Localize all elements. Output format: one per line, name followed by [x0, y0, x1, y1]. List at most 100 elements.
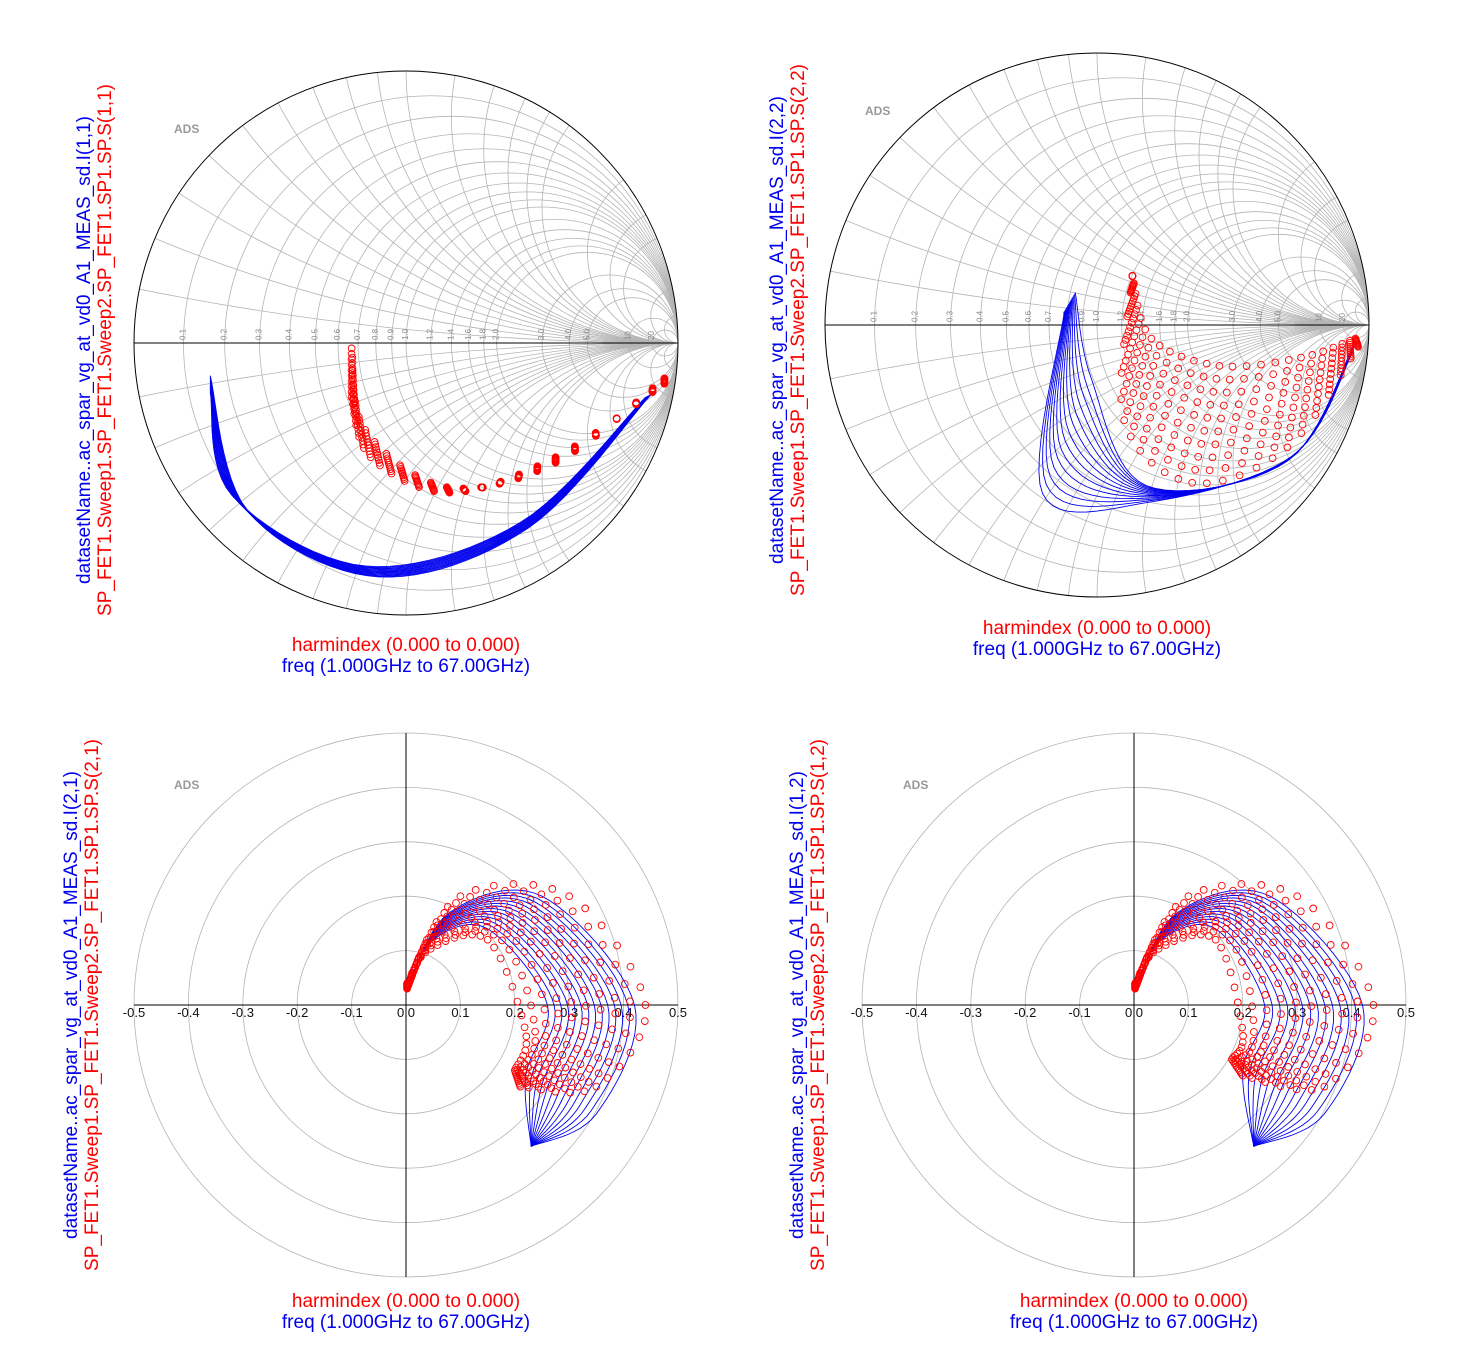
- series-marker: [1162, 926, 1171, 934]
- series-marker: [1290, 983, 1298, 991]
- series-marker: [1180, 899, 1188, 907]
- reactance-circle: [1217, 53, 1369, 326]
- y-axis-label-blue: datasetName..ac_spar_vg_at_vd0_A1_MEAS_s…: [61, 771, 82, 1239]
- series-marker: [591, 429, 600, 437]
- series-marker: [425, 939, 434, 948]
- series-marker: [452, 899, 460, 907]
- series-marker: [1129, 389, 1138, 397]
- series-marker: [558, 1051, 567, 1059]
- series-marker: [576, 1073, 585, 1081]
- x-axis-label-blue: freq (1.000GHz to 67.00GHz): [282, 1312, 530, 1333]
- series-marker: [1369, 1001, 1378, 1009]
- series-marker: [1182, 916, 1191, 925]
- series-marker: [1314, 389, 1322, 398]
- series-marker: [1292, 998, 1300, 1007]
- series-marker: [434, 926, 443, 934]
- series-marker: [596, 1005, 605, 1014]
- series-marker: [1277, 399, 1286, 408]
- series-marker: [437, 915, 445, 923]
- series-marker: [1298, 939, 1306, 948]
- series-marker: [433, 941, 442, 949]
- series-marker: [1315, 1037, 1324, 1045]
- series-marker: [1317, 973, 1325, 982]
- x-tick-label: -0.3: [232, 1005, 254, 1020]
- reactance-circle: [507, 342, 678, 615]
- series-marker: [1162, 358, 1171, 367]
- series-marker: [1190, 356, 1198, 365]
- series-marker: [1183, 436, 1192, 445]
- series-marker: [1302, 1032, 1310, 1041]
- series-marker: [1138, 333, 1147, 342]
- series-marker: [506, 921, 514, 930]
- series-marker: [626, 997, 634, 1006]
- series-marker: [1228, 899, 1237, 908]
- series-marker: [595, 990, 604, 998]
- series-marker: [541, 1019, 550, 1028]
- series-marker: [1248, 1002, 1257, 1011]
- series-marker: [1299, 411, 1308, 420]
- series-marker: [1327, 359, 1336, 368]
- series-marker: [347, 355, 356, 364]
- reactance-circle: [507, 71, 678, 344]
- series-marker: [537, 1085, 545, 1094]
- y-axis-label-red: SP_FET1.Sweep1.SP_FET1.Sweep2.SP_FET1.SP…: [82, 739, 103, 1271]
- series-marker: [1275, 1024, 1284, 1033]
- series-marker: [496, 954, 505, 963]
- series-marker: [1245, 422, 1254, 430]
- series-marker: [426, 933, 435, 942]
- resistance-tick-label: 1.2: [1117, 310, 1126, 322]
- series-marker: [541, 1032, 550, 1040]
- series-marker: [1136, 341, 1144, 349]
- series-marker: [1147, 458, 1156, 467]
- series-marker: [585, 1064, 594, 1073]
- series-marker: [513, 1065, 522, 1074]
- series-marker: [1308, 351, 1317, 359]
- series-marker: [1183, 381, 1192, 390]
- series-marker: [1235, 471, 1244, 480]
- resistance-tick-label: 0.9: [387, 328, 396, 340]
- y-axis-label-red: SP_FET1.Sweep1.SP_FET1.Sweep2.SP_FET1.SP…: [808, 739, 829, 1271]
- series-marker: [516, 928, 525, 937]
- series-marker: [531, 1027, 539, 1036]
- series-marker: [1256, 440, 1265, 449]
- series-marker: [455, 906, 463, 915]
- reactance-circle: [1141, 324, 1369, 597]
- series-marker: [1349, 1029, 1357, 1038]
- curves-s21: [403, 880, 650, 1147]
- series-marker: [1272, 432, 1281, 441]
- series-marker: [422, 938, 431, 947]
- series-marker: [1121, 336, 1130, 344]
- reactance-circle: [134, 342, 678, 615]
- series-marker: [570, 923, 579, 932]
- series-marker: [1307, 359, 1315, 368]
- series-marker: [1164, 399, 1173, 408]
- series-marker: [504, 906, 513, 915]
- reactance-circle: [980, 53, 1369, 326]
- series-marker: [484, 900, 492, 909]
- series-marker: [1158, 927, 1166, 936]
- series-marker: [535, 950, 544, 958]
- series-marker: [1254, 937, 1263, 946]
- series-marker: [641, 1001, 650, 1009]
- series-marker: [1318, 354, 1327, 363]
- series-marker: [543, 964, 551, 972]
- series-marker: [1126, 323, 1134, 331]
- series-marker: [1235, 1046, 1244, 1055]
- series-marker: [1232, 945, 1241, 954]
- series-marker: [602, 1040, 611, 1049]
- series-marker: [518, 971, 526, 980]
- series-marker: [1291, 393, 1299, 402]
- series-marker: [403, 984, 411, 993]
- series-marker: [1249, 1016, 1258, 1025]
- series-marker: [1286, 1081, 1295, 1089]
- series-marker: [581, 904, 590, 913]
- series-marker: [1226, 438, 1235, 447]
- series-marker: [1123, 407, 1132, 415]
- series-marker: [545, 1054, 554, 1062]
- series-marker: [1283, 443, 1292, 452]
- series-marker: [489, 881, 498, 890]
- series-marker: [1240, 446, 1249, 455]
- series-marker: [1285, 925, 1294, 933]
- series-marker: [1233, 1049, 1242, 1058]
